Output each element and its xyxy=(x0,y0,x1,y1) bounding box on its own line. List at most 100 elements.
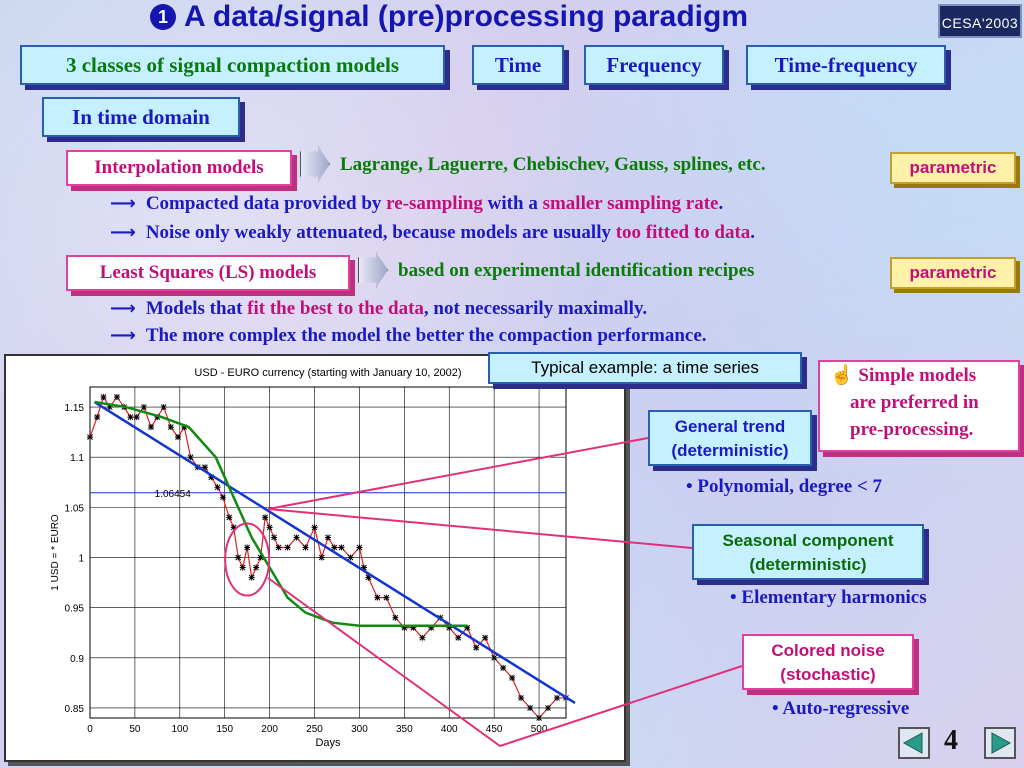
data-point xyxy=(244,544,251,551)
general-trend-note: • Polynomial, degree < 7 xyxy=(686,476,883,497)
chart-panel: USD - EURO currency (starting with Janua… xyxy=(4,354,626,762)
x-tick-label: 350 xyxy=(396,724,413,735)
frequency-domain-button[interactable]: Frequency xyxy=(584,45,724,85)
x-tick-label: 100 xyxy=(171,724,188,735)
page-number: 4 xyxy=(944,725,958,756)
data-point xyxy=(187,454,194,461)
data-point xyxy=(257,554,264,561)
parametric-tag: parametric xyxy=(890,152,1016,184)
data-point xyxy=(235,554,242,561)
example-label: Typical example: a time series xyxy=(488,352,802,384)
triangle-left-icon xyxy=(902,732,923,754)
data-point xyxy=(87,434,93,441)
data-point xyxy=(509,674,516,681)
arrow-right-icon: ⟶ xyxy=(110,222,136,243)
connector-trend xyxy=(267,437,649,510)
data-point xyxy=(140,404,147,411)
x-tick-label: 500 xyxy=(531,724,548,735)
number-bullet-icon: 1 xyxy=(150,4,176,30)
connector-noise xyxy=(267,577,743,748)
data-point xyxy=(201,464,208,471)
data-point xyxy=(392,614,399,621)
hand-pointing-icon: ☝ xyxy=(830,365,854,386)
data-point xyxy=(226,514,233,521)
y-tick-label: 1 xyxy=(78,554,84,565)
arrow-right-icon: ⟶ xyxy=(110,325,136,346)
page-title: 1 A data/signal (pre)processing paradigm xyxy=(150,0,910,34)
next-slide-button[interactable] xyxy=(984,727,1016,759)
y-tick-label: 1.15 xyxy=(65,403,85,414)
data-point xyxy=(365,574,372,581)
interpolation-models-box: Interpolation models xyxy=(66,150,292,186)
time-domain-button[interactable]: Time xyxy=(472,45,564,85)
data-point xyxy=(248,574,255,581)
reference-line-label: 1.06454 xyxy=(155,489,192,500)
data-point xyxy=(100,394,107,401)
data-point xyxy=(302,544,309,551)
data-point xyxy=(271,534,278,541)
seasonal-curve xyxy=(94,400,468,627)
connector-seasonal xyxy=(267,508,693,549)
data-point xyxy=(94,414,101,421)
data-point xyxy=(266,524,273,531)
data-point xyxy=(219,494,226,501)
plot-area xyxy=(89,386,567,719)
data-point xyxy=(554,694,561,701)
data-point xyxy=(181,424,188,431)
data-point xyxy=(275,544,282,551)
data-point xyxy=(284,544,291,551)
title-text: A data/signal (pre)processing paradigm xyxy=(184,0,749,33)
data-point xyxy=(518,694,525,701)
colored-noise-note: • Auto-regressive xyxy=(772,698,910,719)
x-tick-label: 250 xyxy=(306,724,323,735)
x-tick-label: 50 xyxy=(129,724,141,735)
data-point xyxy=(239,564,246,571)
data-point xyxy=(491,654,498,661)
time-frequency-domain-button[interactable]: Time-frequency xyxy=(746,45,946,85)
x-tick-label: 200 xyxy=(261,724,278,735)
interpolation-point-1: ⟶ Compacted data provided by re-sampling … xyxy=(110,193,724,214)
data-point xyxy=(428,624,435,631)
data-point xyxy=(347,554,354,561)
trend-line xyxy=(93,400,576,705)
data-point xyxy=(106,404,113,411)
x-tick-label: 450 xyxy=(486,724,503,735)
data-point xyxy=(133,414,140,421)
data-point xyxy=(311,524,318,531)
x-tick-label: 400 xyxy=(441,724,458,735)
interpolation-point-2: ⟶ Noise only weakly attenuated, because m… xyxy=(110,222,756,243)
ls-models-box: Least Squares (LS) models xyxy=(66,255,350,291)
simple-models-note: ☝ Simple models are preferred in pre-pro… xyxy=(818,360,1020,452)
data-point xyxy=(175,434,182,441)
data-point xyxy=(383,594,390,601)
data-point xyxy=(356,544,363,551)
y-tick-label: 0.95 xyxy=(65,604,85,615)
data-point xyxy=(208,474,215,481)
data-point xyxy=(325,534,331,541)
y-tick-label: 1.05 xyxy=(65,503,85,514)
data-point xyxy=(127,414,134,421)
data-point xyxy=(482,634,489,641)
previous-slide-button[interactable] xyxy=(898,727,930,759)
seasonal-component-box: Seasonal component (deterministic) xyxy=(692,524,924,580)
data-point xyxy=(167,424,174,431)
data-point xyxy=(374,594,381,601)
y-axis-label: 1 USD = * EURO xyxy=(50,514,61,591)
y-tick-label: 0.85 xyxy=(65,704,85,715)
data-point xyxy=(500,664,507,671)
ls-point-1: ⟶ Models that fit the best to the data, n… xyxy=(110,298,648,319)
data-point xyxy=(536,715,543,721)
data-point xyxy=(401,624,408,631)
data-point xyxy=(446,624,453,631)
data-point xyxy=(464,624,471,631)
x-tick-label: 150 xyxy=(216,724,233,735)
data-point xyxy=(262,514,269,521)
data-point xyxy=(410,624,417,631)
data-point xyxy=(455,634,462,641)
parametric-tag: parametric xyxy=(890,257,1016,289)
x-axis-label: Days xyxy=(315,737,341,749)
data-point xyxy=(419,634,426,641)
x-tick-label: 300 xyxy=(351,724,368,735)
data-point xyxy=(527,704,534,711)
x-tick-label: 0 xyxy=(87,724,93,735)
